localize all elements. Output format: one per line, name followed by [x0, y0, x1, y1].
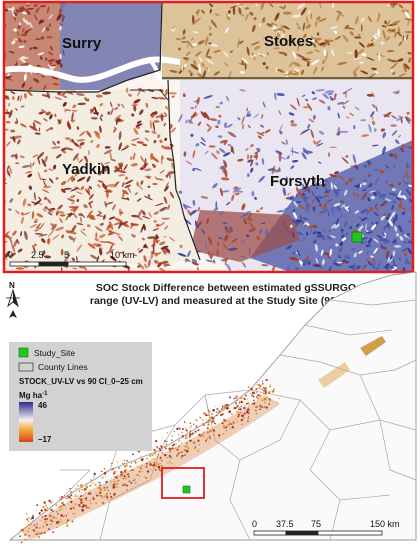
soil-speckles: [4, 2, 413, 272]
county-lines-swatch: [18, 362, 34, 372]
county-line: [167, 79, 201, 261]
county-label-stokes: Stokes: [264, 33, 313, 50]
legend-min: –17: [38, 435, 52, 444]
scalebar-tick: 75: [311, 519, 321, 529]
north-arrow-label: N: [9, 281, 15, 290]
scalebar-tick: 150 km: [370, 519, 400, 529]
legend: Study_Site County Lines STOCK_UV-LV vs 9…: [9, 342, 152, 451]
map-title-line2: range (UV-LV) and measured at the Study …: [90, 295, 362, 307]
stokes-terrain: [162, 2, 413, 80]
study-site-marker-main: [182, 485, 191, 494]
surry-blue-terrain: [60, 2, 162, 92]
scalebar-tick: 0: [8, 250, 13, 260]
soc-strip: [360, 336, 386, 356]
county-label-forsyth: Forsyth: [270, 173, 325, 190]
soc-belt: [20, 395, 280, 540]
county-label-surry: Surry: [62, 35, 102, 52]
study-site-marker: [351, 231, 363, 243]
inset-map: Surry Stokes Yadkin Forsyth 0 2.5 5 10 k…: [2, 0, 415, 274]
scalebar-tick: 0: [252, 519, 257, 529]
scalebar-tick: 10 km: [110, 250, 135, 260]
county-label-yadkin: Yadkin: [62, 161, 110, 178]
scalebar-tick: 5: [64, 250, 69, 260]
soc-speckles: [19, 378, 280, 544]
main-scalebar: 0 37.5 75 150 km: [252, 519, 400, 536]
north-arrow: N: [6, 281, 20, 318]
study-site-swatch: [18, 347, 29, 358]
scalebar-tick: 37.5: [276, 519, 294, 529]
county-line: [130, 89, 169, 101]
legend-unit: Mg ha-1: [19, 391, 48, 400]
region-outline: [8, 271, 417, 541]
legend-county-lines: County Lines: [38, 362, 88, 372]
forsyth-south-terrain: [190, 210, 300, 262]
color-ramp: [19, 402, 33, 442]
legend-layer-name: STOCK_UV-LV vs 90 CI_0–25 cm: [19, 377, 143, 386]
inset-locator-box: [161, 467, 205, 499]
county-line: [4, 2, 163, 93]
map-title-line1: SOC Stock Difference between estimated g…: [96, 282, 356, 294]
county-lines: [59, 299, 417, 541]
legend-max: 46: [38, 401, 47, 410]
yadkin-river: [4, 56, 181, 83]
inset-frame: [2, 0, 415, 274]
scalebar-tick: 2.5: [31, 250, 44, 260]
main-map: 0 37.5 75 150 km: [8, 271, 417, 544]
inset-scalebar: 0 2.5 5 10 km: [8, 250, 135, 267]
legend-study-site: Study_Site: [34, 348, 75, 358]
